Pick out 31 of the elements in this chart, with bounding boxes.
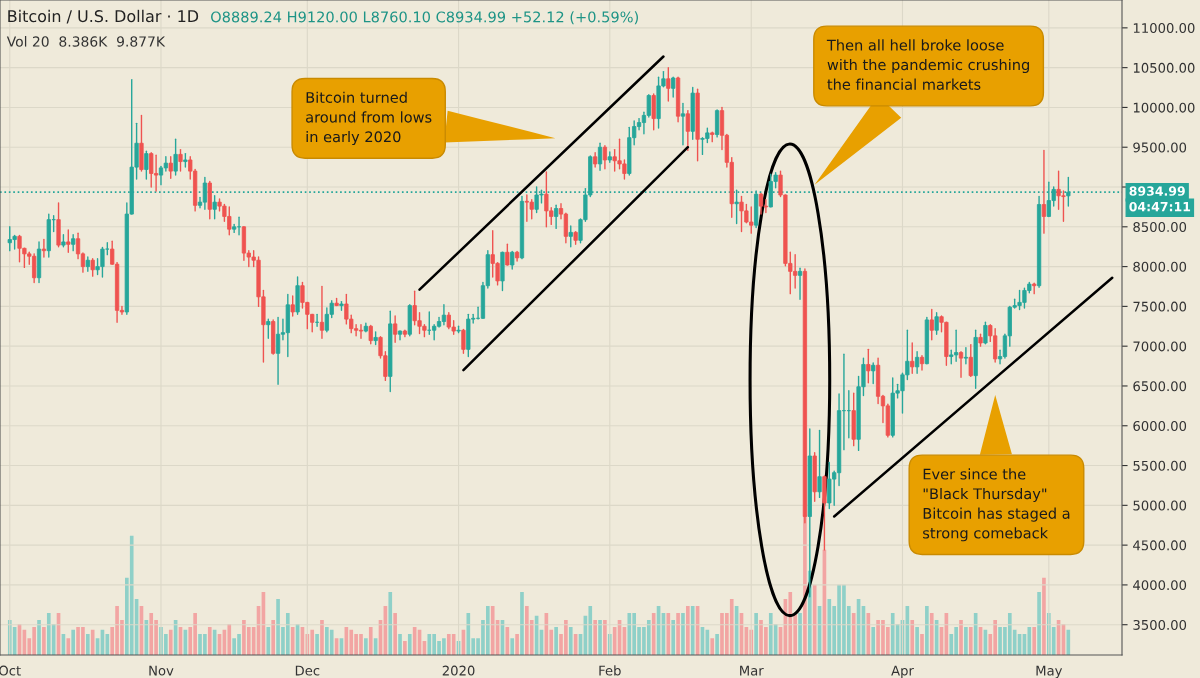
y-tick-label: 7000.00 [1133, 341, 1187, 352]
y-tick-label: 10000.00 [1133, 102, 1195, 113]
y-tick-label: 5500.00 [1133, 460, 1187, 471]
text: O8889.24 H9120.00 L8760.10 C8934.99 +52.12 (+0.59%) [211, 11, 638, 25]
x-tick-label: Feb [599, 665, 621, 676]
y-tick-label: 7500.00 [1133, 301, 1187, 312]
y-tick-label: 9500.00 [1133, 142, 1187, 153]
text: 04:47:11 [1129, 201, 1191, 212]
y-tick-label: 3500.00 [1133, 619, 1187, 630]
x-tick-label: Apr [891, 665, 914, 678]
x-tick-label: Nov [149, 665, 174, 676]
chart-title: Vol 20 8.386K 9.877K [6, 36, 166, 47]
x-tick-label: Dec [295, 665, 320, 676]
y-tick-label: 10500.00 [1133, 62, 1195, 73]
annotation: Ever since the "Black Thursday" Bitcoin has staged a strong comeback [923, 468, 1070, 542]
y-tick-label: 8000.00 [1133, 261, 1187, 272]
y-tick-label: 4500.00 [1133, 540, 1187, 551]
annotation: Then all hell broke loose with the pandemic crushing the financial markets [826, 39, 1029, 90]
x-tick-label: Mar [740, 665, 764, 676]
y-tick-label: 11000.00 [1133, 23, 1195, 34]
y-tick-label: 8500.00 [1133, 222, 1187, 233]
x-tick-label: Oct [0, 665, 21, 676]
y-tick-label: 6000.00 [1133, 420, 1187, 431]
x-tick-label: May [1036, 665, 1063, 678]
y-tick-label: 6500.00 [1133, 381, 1187, 392]
text: Bitcoin / U.S. Dollar · 1D [8, 9, 199, 24]
annotation: Bitcoin turned around from lows in early 2020 [306, 91, 432, 146]
x-tick-label: 2020 [442, 665, 475, 676]
ref-line-label: 8934.99 [1129, 186, 1185, 196]
y-tick-label: 5000.00 [1133, 500, 1187, 511]
y-tick-label: 4000.00 [1133, 580, 1187, 591]
